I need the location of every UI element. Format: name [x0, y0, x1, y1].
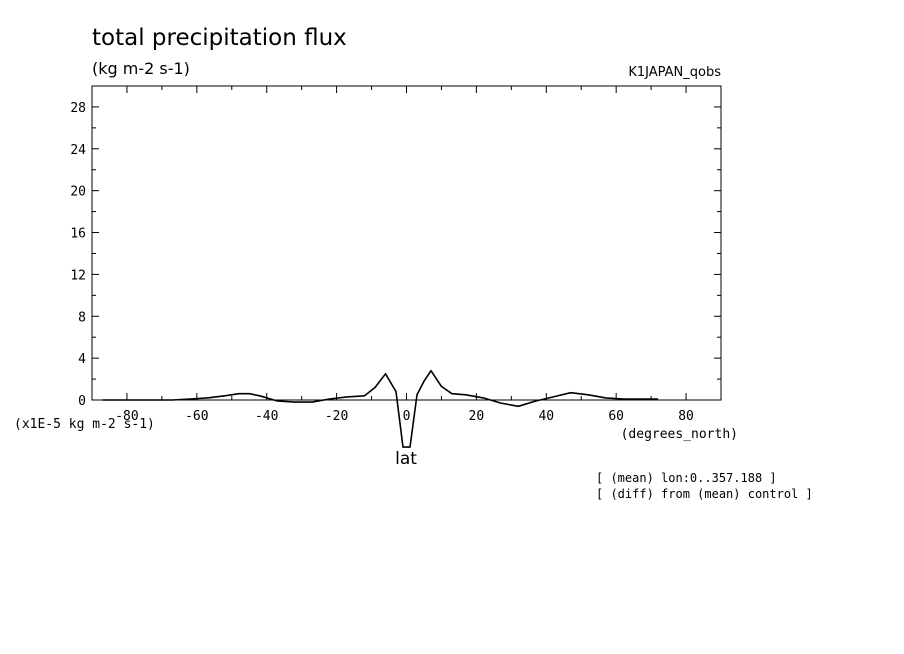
x-tick-label: 20 [469, 409, 485, 424]
chart-title: total precipitation flux [92, 25, 347, 51]
x-tick-label: 80 [678, 409, 694, 424]
series-group [102, 369, 659, 448]
y-tick-label: 8 [78, 310, 86, 325]
axis-ticks [92, 85, 721, 401]
y-tick-label: 28 [70, 101, 86, 116]
y-units-label: (x1E-5 kg m-2 s-1) [14, 417, 155, 432]
chart-subtitle: (kg m-2 s-1) [92, 59, 190, 78]
x-tick-label: -20 [325, 409, 348, 424]
y-tick-label: 0 [78, 394, 86, 409]
y-tick-label: 16 [70, 227, 86, 242]
tick-labels: 0 4 8 12 16 20 24 28 -80 -60 -40 -20 0 20 40 60 80 [70, 101, 694, 424]
x-tick-label: 60 [608, 409, 624, 424]
y-tick-label: 20 [70, 185, 86, 200]
x-tick-label: 40 [538, 409, 554, 424]
x-tick-label: -80 [115, 409, 138, 424]
x-units-label: (degrees_north) [621, 427, 738, 442]
note-mean-lon: [ (mean) lon:0..357.188 ] [596, 471, 777, 485]
series-line [102, 369, 659, 448]
x-axis-label: lat [395, 449, 417, 469]
x-tick-label: -60 [185, 409, 208, 424]
y-tick-label: 12 [70, 268, 86, 283]
note-diff-control: [ (diff) from (mean) control ] [596, 487, 813, 501]
plot-frame [91, 85, 722, 401]
x-tick-label: 0 [403, 409, 411, 424]
y-tick-label: 4 [78, 352, 86, 367]
x-tick-label: -40 [255, 409, 278, 424]
run-label: K1JAPAN_qobs [628, 65, 721, 80]
y-tick-label: 24 [70, 143, 86, 158]
